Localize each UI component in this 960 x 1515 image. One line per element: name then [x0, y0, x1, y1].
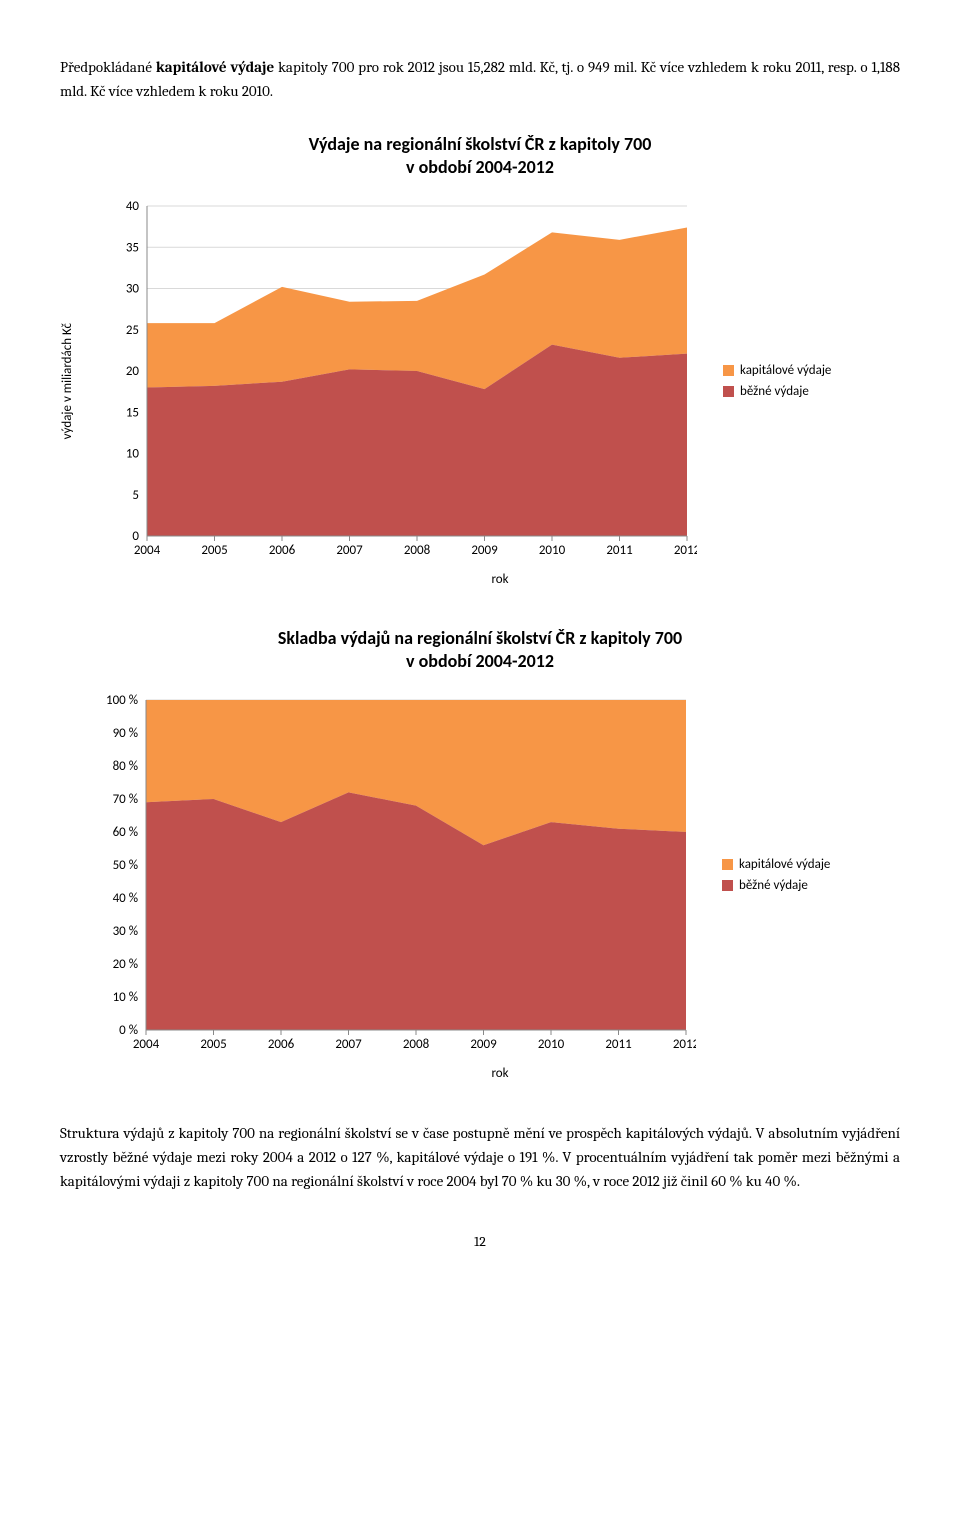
page-number: 12: [60, 1233, 900, 1250]
svg-text:15: 15: [126, 405, 139, 420]
legend-swatch-red: [723, 386, 734, 397]
svg-text:2005: 2005: [200, 1037, 226, 1052]
svg-text:10 %: 10 %: [113, 990, 138, 1005]
chart2-title-l2: v období 2004-2012: [406, 650, 554, 672]
chart1-title: Výdaje na regionální školství ČR z kapit…: [60, 133, 900, 180]
legend2-label-kapitalove: kapitálové výdaje: [739, 857, 830, 872]
svg-text:80 %: 80 %: [113, 759, 138, 774]
chart1-legend: kapitálové výdaje běžné výdaje: [723, 363, 853, 399]
svg-text:70 %: 70 %: [113, 792, 138, 807]
p1-t1: Předpokládané: [60, 58, 156, 76]
svg-text:20: 20: [126, 364, 140, 379]
analysis-paragraph: Struktura výdajů z kapitoly 700 na regio…: [60, 1121, 900, 1193]
legend-label-bezne: běžné výdaje: [740, 384, 809, 399]
legend2-item-bezne: běžné výdaje: [722, 878, 852, 893]
svg-text:2009: 2009: [470, 1037, 497, 1052]
legend-item-kapitalove: kapitálové výdaje: [723, 363, 853, 378]
intro-paragraph: Předpokládané kapitálové výdaje kapitoly…: [60, 55, 900, 103]
svg-text:2011: 2011: [606, 543, 632, 558]
chart1-block: Výdaje na regionální školství ČR z kapit…: [60, 133, 900, 587]
p1-bold: kapitálové výdaje: [156, 58, 274, 76]
legend2-swatch-red: [722, 880, 733, 891]
svg-text:60 %: 60 %: [113, 825, 138, 840]
svg-text:0: 0: [132, 529, 139, 544]
svg-text:5: 5: [132, 488, 139, 503]
svg-text:90 %: 90 %: [113, 726, 138, 741]
svg-text:100 %: 100 %: [106, 693, 138, 708]
chart2-title-l1: Skladba výdajů na regionální školství ČR…: [278, 627, 682, 649]
svg-text:2011: 2011: [605, 1037, 631, 1052]
chart2-x-axis-label: rok: [100, 1066, 900, 1081]
svg-text:50 %: 50 %: [113, 858, 138, 873]
chart2-legend: kapitálové výdaje běžné výdaje: [722, 857, 852, 893]
svg-text:2010: 2010: [539, 543, 566, 558]
svg-text:2008: 2008: [403, 1037, 430, 1052]
legend-swatch-orange: [723, 365, 734, 376]
svg-text:2005: 2005: [201, 543, 227, 558]
legend2-item-kapitalove: kapitálové výdaje: [722, 857, 852, 872]
svg-text:2009: 2009: [471, 543, 498, 558]
chart1-y-axis-label: výdaje v miliardách Kč: [60, 323, 75, 439]
svg-text:30 %: 30 %: [113, 924, 138, 939]
chart2-title: Skladba výdajů na regionální školství ČR…: [60, 627, 900, 674]
svg-text:25: 25: [126, 323, 139, 338]
legend-label-kapitalove: kapitálové výdaje: [740, 363, 831, 378]
svg-text:30: 30: [126, 281, 140, 296]
svg-text:20 %: 20 %: [113, 957, 138, 972]
legend2-label-bezne: běžné výdaje: [739, 878, 808, 893]
svg-text:0 %: 0 %: [119, 1023, 138, 1038]
chart1-title-l1: Výdaje na regionální školství ČR z kapit…: [309, 133, 652, 155]
svg-text:2006: 2006: [268, 1037, 295, 1052]
svg-text:2007: 2007: [335, 1037, 362, 1052]
svg-text:2004: 2004: [133, 1037, 160, 1052]
svg-text:35: 35: [126, 240, 139, 255]
svg-text:2007: 2007: [336, 543, 363, 558]
svg-text:2012: 2012: [673, 1037, 696, 1052]
svg-text:40: 40: [126, 199, 140, 214]
legend-item-bezne: běžné výdaje: [723, 384, 853, 399]
svg-text:2004: 2004: [134, 543, 161, 558]
svg-text:40 %: 40 %: [113, 891, 138, 906]
chart2-block: Skladba výdajů na regionální školství ČR…: [60, 627, 900, 1081]
chart2-plot: 0 % 10 % 20 % 30 % 40 % 50 % 60 % 70 % 80 % 90 % 1…: [96, 690, 696, 1060]
chart1-plot: 0 5 10 15 20 25 30 35 40 2004 2005 2006 2007 2008 2009…: [97, 196, 697, 566]
svg-text:2010: 2010: [538, 1037, 565, 1052]
svg-text:2008: 2008: [404, 543, 431, 558]
svg-text:2012: 2012: [674, 543, 697, 558]
chart1-x-axis-label: rok: [100, 572, 900, 587]
svg-text:10: 10: [126, 446, 140, 461]
legend2-swatch-orange: [722, 859, 733, 870]
svg-text:2006: 2006: [269, 543, 296, 558]
chart1-title-l2: v období 2004-2012: [406, 156, 554, 178]
